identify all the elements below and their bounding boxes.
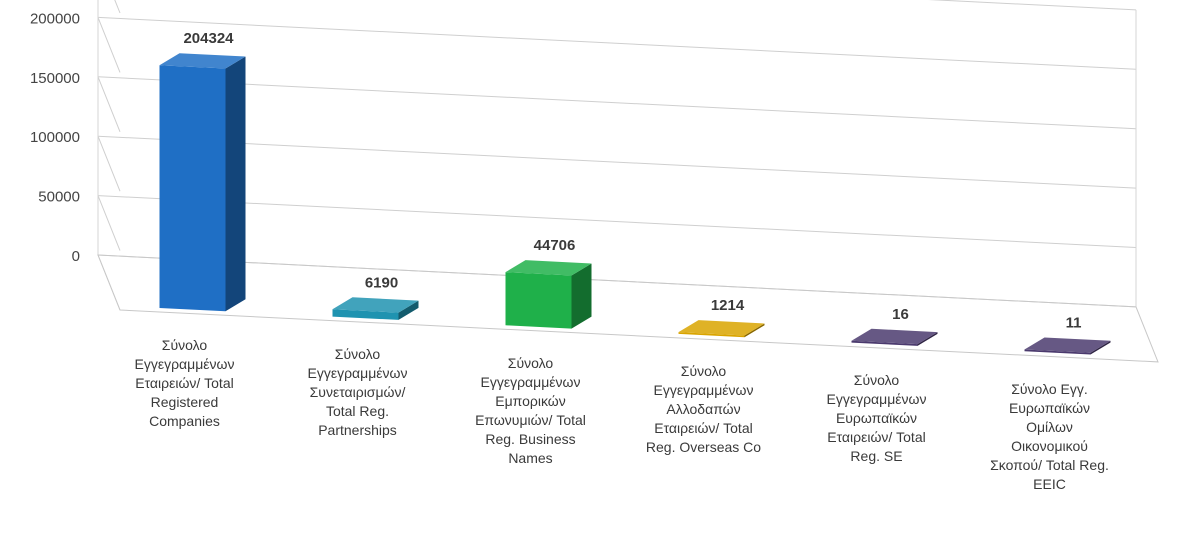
bar-front-face [1024,349,1091,355]
data-label: 16 [892,306,909,323]
chart-floor [97,254,1159,363]
bar-top-face [505,260,592,276]
gridline-side [97,195,121,251]
bar-top-face [678,320,765,336]
data-label: 11 [1066,314,1082,331]
gridline [97,135,1137,189]
bar [505,260,592,329]
bar-side-face [398,300,419,320]
bar-top-face [332,297,419,313]
x-category-label: Σύνολο Εγγεγραμμένων Συνεταιρισμών/ Tota… [307,345,408,438]
gridline [97,195,1137,248]
x-category-label: Σύνολο Εγγ. Ευρωπαϊκών Ομίλων Οικονομικο… [990,380,1109,492]
gridline [927,0,1137,11]
y-tick-label: 150000 [30,70,80,87]
y-tick-label: 0 [72,248,80,265]
bar-front-face [159,65,226,312]
data-label: 204324 [183,30,234,47]
bar-front-face [851,340,918,346]
bar-front-face [332,309,399,320]
bar-top-face [159,53,246,69]
bar [1024,337,1111,355]
data-label: 6190 [365,274,398,291]
bar [851,328,938,346]
x-category-label: Σύνολο Εγγεγραμμένων Αλλοδαπών Εταιρειών… [645,363,762,456]
gridline-side [114,0,121,14]
bar-side-face [225,56,246,312]
bar-side-face [744,323,765,338]
gridline-side [97,76,121,132]
x-category-label: Σύνολο Εγγεγραμμένων Ευρωπαϊκών Εταιρειώ… [826,371,927,464]
bar-front-face [505,272,572,329]
data-label: 1214 [711,297,745,314]
data-label: 44706 [534,237,576,254]
bar-side-face [1090,340,1111,355]
y-tick-label: 100000 [30,129,80,146]
y-tick-label: 50000 [38,189,80,206]
gridline [97,16,1137,70]
bar [678,320,765,338]
bar-top-face [1024,337,1111,353]
gridline [97,76,1137,130]
bar-side-face [571,263,592,329]
gridline-side [97,136,121,192]
bar-side-face [917,332,938,346]
y-tick-label: 200000 [30,10,80,27]
bar-front-face [678,332,745,338]
gridline-side [97,17,121,73]
bar [332,297,419,320]
bar-top-face [851,328,938,345]
x-category-label: Σύνολο Εγγεγραμμένων Εταιρειών/ Total Re… [134,337,235,430]
bar [159,53,246,312]
x-category-label: Σύνολο Εγγεγραμμένων Εμπορικών Επωνυμιών… [475,354,586,466]
